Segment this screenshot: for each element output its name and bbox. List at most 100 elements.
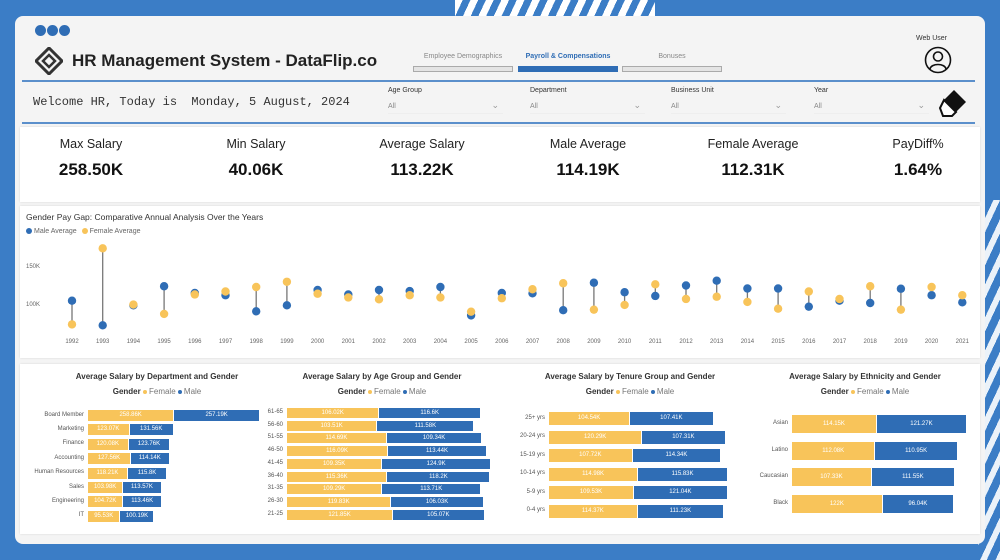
male-average-point[interactable] [436, 282, 445, 292]
male-bar[interactable]: 109.34K [386, 433, 482, 444]
male-average-point[interactable] [958, 298, 967, 307]
male-bar[interactable]: 107.41K [630, 412, 713, 425]
male-average-point[interactable] [743, 284, 752, 293]
female-bar[interactable]: 107.72K [549, 449, 632, 462]
female-average-point[interactable] [221, 287, 230, 296]
female-bar[interactable]: 103.51K [287, 420, 377, 431]
female-bar[interactable]: 95.53K [88, 510, 120, 522]
female-average-point[interactable] [98, 244, 107, 253]
female-average-point[interactable] [712, 292, 721, 301]
female-bar[interactable]: 114.98K [549, 467, 638, 481]
male-average-point[interactable] [651, 291, 660, 301]
tab-employee-demographics[interactable]: Employee Demographics [423, 53, 503, 60]
male-average-point[interactable] [67, 296, 77, 305]
female-average-point[interactable] [497, 294, 506, 303]
female-average-point[interactable] [743, 297, 752, 307]
male-bar[interactable]: 121.04K [633, 486, 727, 499]
business-unit-dropdown[interactable]: All ⌄ [671, 100, 786, 114]
male-bar[interactable]: 113.44K [388, 446, 486, 457]
female-average-point[interactable] [773, 304, 783, 313]
male-average-point[interactable] [896, 284, 906, 293]
female-bar[interactable]: 258.86K [88, 410, 174, 421]
male-average-point[interactable] [804, 302, 813, 311]
male-average-point[interactable] [559, 305, 568, 315]
male-bar[interactable]: 121.27K [876, 415, 966, 433]
male-bar[interactable]: 110.95K [875, 441, 957, 460]
male-average-point[interactable] [282, 301, 292, 310]
female-bar[interactable]: 104.72K [88, 496, 123, 508]
male-bar[interactable]: 257.19K [174, 410, 259, 421]
male-bar[interactable]: 111.55K [871, 468, 954, 486]
female-bar[interactable]: 112.08K [792, 441, 875, 460]
female-average-point[interactable] [190, 290, 199, 299]
female-bar[interactable]: 116.09K [287, 446, 388, 457]
tab-employee-demographics-button[interactable] [413, 66, 513, 72]
male-bar[interactable]: 105.07K [393, 509, 484, 520]
male-bar[interactable]: 118.2K [387, 471, 490, 482]
female-average-point[interactable] [835, 294, 844, 304]
male-bar[interactable]: 107.31K [642, 430, 725, 444]
female-average-point[interactable] [958, 291, 967, 300]
male-bar[interactable]: 114.34K [632, 449, 721, 462]
year-dropdown[interactable]: All ⌄ [814, 100, 929, 114]
female-bar[interactable]: 115.36K [287, 471, 387, 482]
tab-bonuses[interactable]: Bonuses [658, 53, 686, 60]
female-bar[interactable]: 109.53K [549, 486, 633, 499]
male-bar[interactable]: 111.58K [377, 420, 474, 431]
male-bar[interactable]: 113.71K [382, 484, 481, 495]
female-bar[interactable]: 127.56K [88, 453, 131, 465]
female-average-point[interactable] [67, 320, 77, 329]
female-average-point[interactable] [159, 309, 169, 319]
male-bar[interactable]: 124.9K [382, 458, 490, 469]
female-bar[interactable]: 120.29K [549, 430, 642, 444]
female-average-point[interactable] [589, 305, 599, 314]
female-bar[interactable]: 118.21K [88, 467, 127, 479]
female-average-point[interactable] [252, 282, 261, 292]
male-average-point[interactable] [589, 278, 599, 287]
male-average-point[interactable] [773, 284, 783, 293]
female-average-point[interactable] [804, 287, 813, 296]
female-average-point[interactable] [466, 307, 476, 316]
female-bar[interactable]: 103.98K [88, 482, 123, 493]
female-average-point[interactable] [681, 294, 691, 304]
male-average-point[interactable] [681, 281, 691, 290]
male-bar[interactable]: 106.03K [391, 496, 483, 507]
female-bar[interactable]: 120.08K [88, 438, 128, 450]
female-average-point[interactable] [129, 300, 138, 309]
male-bar[interactable]: 113.57K [123, 482, 161, 493]
female-average-point[interactable] [927, 282, 936, 292]
male-bar[interactable]: 111.23K [637, 504, 723, 518]
female-bar[interactable]: 114.69K [287, 433, 386, 444]
male-average-point[interactable] [374, 285, 384, 295]
female-bar[interactable]: 123.07K [88, 424, 129, 436]
male-average-point[interactable] [98, 321, 107, 330]
male-average-point[interactable] [252, 307, 261, 316]
female-bar[interactable]: 109.35K [287, 458, 382, 469]
male-bar[interactable]: 114.14K [131, 453, 169, 465]
female-average-point[interactable] [282, 277, 292, 286]
department-dropdown[interactable]: All ⌄ [530, 100, 645, 114]
male-average-point[interactable] [866, 298, 875, 308]
male-bar[interactable]: 100.19K [120, 510, 154, 522]
female-bar[interactable]: 107.33K [792, 468, 871, 486]
male-bar[interactable]: 115.8K [127, 467, 167, 479]
male-bar[interactable]: 131.56K [129, 424, 173, 436]
male-bar[interactable]: 96.04K [882, 494, 954, 513]
male-average-point[interactable] [927, 291, 936, 300]
male-bar[interactable]: 123.76K [128, 438, 170, 450]
female-average-point[interactable] [620, 300, 629, 310]
male-bar[interactable]: 115.83K [638, 467, 727, 481]
female-average-point[interactable] [344, 293, 353, 302]
female-average-point[interactable] [866, 282, 875, 291]
female-bar[interactable]: 114.37K [549, 504, 637, 518]
female-average-point[interactable] [559, 279, 568, 288]
tab-payroll-compensations-button[interactable] [518, 66, 618, 72]
female-average-point[interactable] [896, 305, 906, 314]
female-bar[interactable]: 109.29K [287, 484, 382, 495]
male-average-point[interactable] [620, 288, 629, 297]
male-bar[interactable]: 113.46K [123, 496, 161, 508]
female-bar[interactable]: 114.15K [792, 415, 876, 433]
female-average-point[interactable] [313, 289, 322, 298]
female-average-point[interactable] [651, 280, 660, 289]
tab-bonuses-button[interactable] [622, 66, 722, 72]
